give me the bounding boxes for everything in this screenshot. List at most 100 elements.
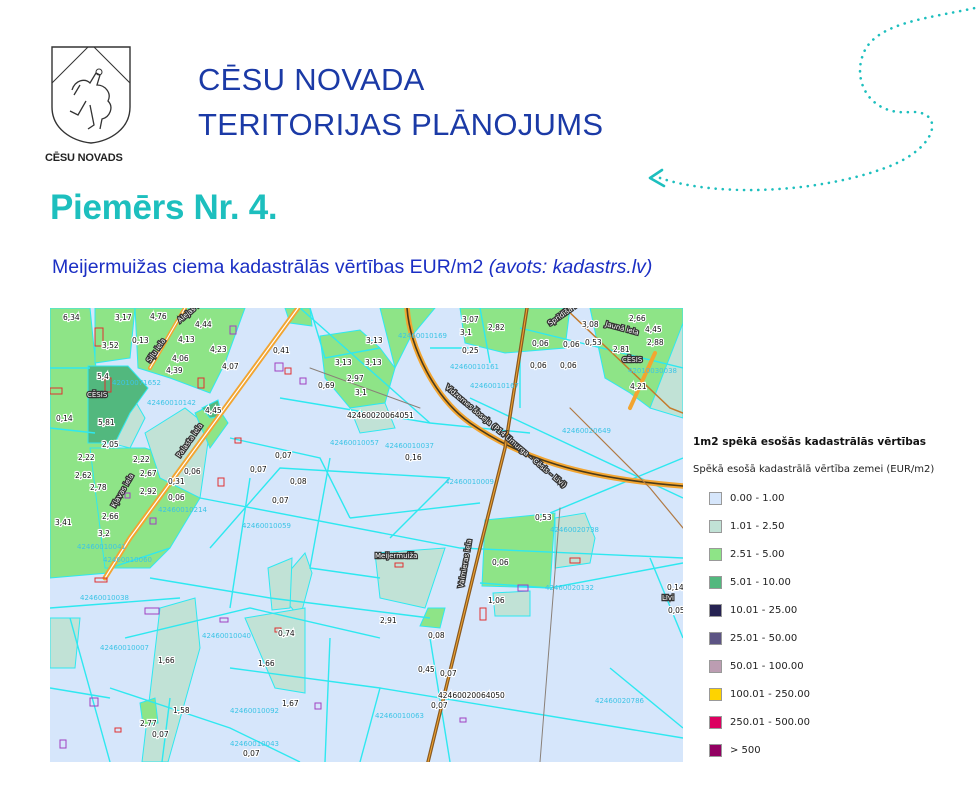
parcel-value-label: 0,69 <box>318 381 335 390</box>
cadastre-number-label: 42460020738 <box>550 526 599 534</box>
parcel-boundary-line <box>209 467 451 549</box>
legend-swatch <box>709 575 722 589</box>
value-zone-polygon <box>349 402 396 434</box>
parcel-value-label: 0,08 <box>290 477 307 486</box>
legend-item: > 500 <box>709 736 979 764</box>
legend-label: 2.51 - 5.00 <box>730 548 785 560</box>
building-outline <box>219 617 229 623</box>
legend-subtitle: Spēkā esošā kadastrālā vērtība zemei (EU… <box>693 464 935 475</box>
parcel-boundary-line <box>519 327 683 369</box>
parcel-value-label: 3,2 <box>98 529 110 538</box>
cadastre-number-label: 42460010161 <box>450 363 499 371</box>
place-name-label: CĒSIS <box>622 355 643 364</box>
parcel-value-label: 3,13 <box>366 336 383 345</box>
parcel-value-label: 4,07 <box>222 362 239 371</box>
legend-item: 1.01 - 2.50 <box>709 512 979 540</box>
parcel-value-label: 0,05 <box>668 606 683 615</box>
parcel-value-label: 0,31 <box>168 477 185 486</box>
parcel-value-label: 2,66 <box>629 314 646 323</box>
parcel-value-label: 3,13 <box>335 358 352 367</box>
parcel-boundary-line <box>149 577 431 619</box>
legend-item: 100.01 - 250.00 <box>709 680 979 708</box>
road-line <box>539 507 561 762</box>
legend-swatch <box>709 715 722 729</box>
parcel-value-label: 0,25 <box>462 346 479 355</box>
legend-item: 250.01 - 500.00 <box>709 708 979 736</box>
parcel-value-label: 3,17 <box>115 313 132 322</box>
cadastre-number-label: 42460020064050 <box>438 691 505 700</box>
parcel-value-label: 2,97 <box>347 374 364 383</box>
parcel-boundary-line <box>309 308 381 359</box>
parcel-value-label: 0,07 <box>243 749 260 758</box>
parcel-value-label: 2,05 <box>102 440 119 449</box>
legend-label: > 500 <box>730 744 761 756</box>
cadastre-number-label: 42460010092 <box>230 707 279 715</box>
parcel-boundary-line <box>609 667 683 729</box>
page-title-line-1: CĒSU NOVADA <box>198 62 425 97</box>
building-outline <box>94 327 104 347</box>
value-zone-polygon <box>459 308 571 354</box>
parcel-boundary-line <box>479 308 491 364</box>
parcel-boundary-line <box>229 477 251 609</box>
legend-label: 5.01 - 10.00 <box>730 576 791 588</box>
parcel-value-label: 1,67 <box>282 699 299 708</box>
place-name-label: Līvi <box>662 594 674 602</box>
building-outline <box>124 492 131 499</box>
parcel-value-label: 6,34 <box>63 313 80 322</box>
parcel-value-label: 2,22 <box>133 455 150 464</box>
value-zone-polygon <box>492 590 531 617</box>
parcel-boundary-line <box>349 502 481 519</box>
parcel-value-label: 0,06 <box>530 361 547 370</box>
cadastre-number-label: 42010030038 <box>628 367 677 375</box>
value-zone-polygon <box>267 557 293 611</box>
parcel-value-label: 0,06 <box>560 361 577 370</box>
cadastre-number-label: 42460020649 <box>562 427 611 435</box>
parcel-value-label: 0,16 <box>405 453 422 462</box>
building-outline <box>394 562 404 568</box>
legend-label: 50.01 - 100.00 <box>730 660 804 672</box>
building-outline <box>217 477 225 487</box>
parcel-boundary-line <box>50 427 96 434</box>
cadastre-number-label: 42460020786 <box>595 697 645 705</box>
legend-swatch <box>709 631 722 645</box>
road-line <box>406 308 683 487</box>
cadastre-number-label: 42460010040 <box>202 632 251 640</box>
map-caption: Meijermuižas ciema kadastrālās vērtības … <box>52 256 652 279</box>
legend-swatch <box>709 743 722 757</box>
legend-item: 25.01 - 50.00 <box>709 624 979 652</box>
cadastre-number-label: 42460010037 <box>385 442 434 450</box>
parcel-value-label: 2,77 <box>140 719 157 728</box>
parcel-value-label: 2,78 <box>90 483 107 492</box>
parcel-value-label: 4,76 <box>150 312 167 321</box>
building-outline <box>144 607 160 615</box>
roads <box>102 308 683 762</box>
legend-swatch <box>709 687 722 701</box>
parcel-value-label: 4,44 <box>195 320 212 329</box>
value-zone-polygon <box>374 547 446 609</box>
parcel-value-label: 1,58 <box>173 706 190 715</box>
parcel-value-label: 5,4 <box>97 372 109 381</box>
place-name-label: CĒSIS <box>87 390 108 399</box>
parcel-value-label: 3,41 <box>55 518 72 527</box>
parcel-value-label: 2,91 <box>380 616 397 625</box>
parcel-value-label: 2,62 <box>75 471 92 480</box>
legend-swatch <box>709 547 722 561</box>
parcel-boundary-line <box>109 687 301 762</box>
road-line <box>427 308 528 762</box>
building-outline <box>197 377 205 389</box>
parcel-value-label: 0,06 <box>168 493 185 502</box>
building-outline <box>479 607 487 621</box>
value-zone-polygon <box>649 322 683 419</box>
parcel-value-label: 0,45 <box>418 665 435 674</box>
value-zone-polygon <box>144 407 211 499</box>
legend-swatch <box>709 603 722 617</box>
parcel-value-label: 0,07 <box>440 669 457 678</box>
road-line <box>628 351 657 410</box>
parcel-value-label: 0,07 <box>431 701 448 710</box>
parcel-value-label: 0,41 <box>273 346 290 355</box>
legend-swatch <box>709 659 722 673</box>
parcel-boundary-line <box>50 597 181 609</box>
legend-item: 5.01 - 10.00 <box>709 568 979 596</box>
